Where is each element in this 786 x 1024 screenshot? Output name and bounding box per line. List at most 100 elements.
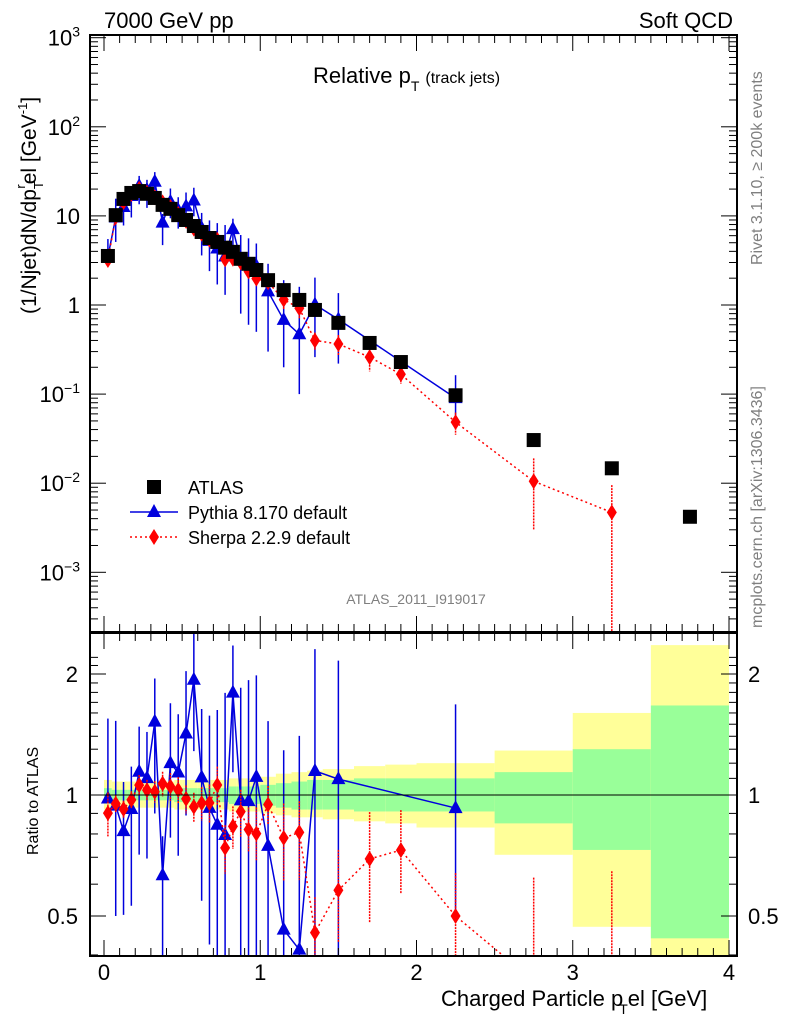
data-point — [292, 326, 307, 340]
ratio-point — [157, 775, 168, 792]
ratio-point — [171, 764, 186, 778]
ratio-panel — [100, 633, 613, 956]
y-tick-label: 1 — [68, 293, 80, 318]
data-point — [220, 251, 231, 268]
data-point-atlas — [604, 461, 619, 476]
x-tick-label: 0 — [98, 960, 110, 985]
band-stat — [650, 705, 729, 939]
uncertainty-bands — [104, 645, 729, 956]
title-main: Relative p — [313, 63, 411, 88]
ratio-point — [163, 755, 178, 769]
band-stat — [572, 749, 651, 850]
legend-marker — [149, 529, 159, 545]
ratio-point — [235, 803, 246, 820]
ratio-point — [204, 794, 215, 811]
ratio-point — [147, 713, 162, 727]
ratio-point — [333, 882, 344, 899]
ratio-point — [241, 793, 256, 807]
ratio-point — [218, 826, 233, 840]
rivet-label: Rivet 3.1.10, ≥ 200k events — [749, 71, 766, 265]
y-tick-label: 10 — [56, 204, 80, 229]
data-point-atlas — [292, 292, 307, 307]
y-tick-label: 102 — [48, 113, 80, 140]
ratio-point — [261, 837, 276, 851]
x-axis-label: Charged Particle pTel [GeV] — [441, 986, 707, 1017]
ratio-point — [118, 801, 129, 818]
data-point-atlas — [448, 388, 463, 403]
legend-marker — [147, 504, 161, 517]
ratio-point — [395, 842, 406, 859]
y-tick-label: 103 — [48, 24, 80, 51]
ratio-point — [179, 725, 194, 739]
ratio-y-tick-label-left: 1 — [66, 783, 78, 808]
ratio-point — [102, 805, 113, 822]
ratio-point — [126, 791, 137, 808]
ratio-point — [186, 671, 201, 685]
data-point — [606, 504, 617, 521]
ratio-point — [194, 769, 209, 783]
data-point — [528, 473, 539, 490]
ratio-point — [212, 777, 223, 794]
data-point-atlas — [307, 302, 322, 317]
data-point-atlas — [682, 509, 697, 524]
x-tick-label: 3 — [567, 960, 579, 985]
ratio-point — [364, 850, 375, 867]
legend-marker — [147, 480, 161, 494]
ratio-point — [139, 770, 154, 784]
ratio-point — [243, 821, 254, 838]
ratio-line-2 — [107, 782, 505, 956]
y-axis-label-main: (1/Njet)dN/dpTrel [GeV-1] — [13, 97, 46, 314]
legend-label: Pythia 8.170 default — [188, 503, 347, 523]
ratio-point — [141, 782, 152, 799]
data-point — [395, 366, 406, 383]
title-sub: T — [411, 78, 420, 94]
data-point-atlas — [393, 355, 408, 370]
x-tick-label: 2 — [410, 960, 422, 985]
data-point-atlas — [108, 208, 123, 223]
data-point — [450, 414, 461, 431]
ratio-point — [132, 763, 147, 777]
data-point — [147, 173, 162, 187]
x-tick-label: 4 — [723, 960, 735, 985]
ratio-point — [220, 839, 231, 856]
title-extra: (track jets) — [425, 70, 500, 87]
ratio-point — [165, 778, 176, 795]
band-stat — [494, 772, 573, 824]
y-tick-label: 10−2 — [40, 469, 81, 496]
ratio-point — [448, 800, 463, 814]
x-tick-label: 1 — [254, 960, 266, 985]
ratio-point — [188, 798, 199, 815]
data-point-atlas — [362, 335, 377, 350]
ratio-y-tick-label-right: 2 — [748, 662, 760, 687]
ratio-point — [134, 777, 145, 794]
ratio-point — [155, 867, 170, 881]
ratio-point — [309, 924, 320, 941]
series-line-2 — [107, 188, 613, 514]
data-point — [155, 214, 170, 228]
ratio-y-tick-label-right: 0.5 — [748, 904, 779, 929]
ratio-point — [294, 824, 305, 841]
ratio-point — [292, 941, 307, 955]
data-point-atlas — [331, 315, 346, 330]
header-left: 7000 GeV pp — [104, 8, 234, 33]
data-point — [364, 349, 375, 366]
data-point — [225, 221, 240, 235]
header-right: Soft QCD — [639, 8, 733, 33]
data-point-atlas — [261, 273, 276, 288]
data-point-atlas — [100, 248, 115, 263]
ratio-point — [196, 795, 207, 812]
analysis-id: ATLAS_2011_I919017 — [346, 591, 486, 607]
ratio-y-tick-label-left: 0.5 — [47, 904, 78, 929]
data-point — [186, 192, 201, 206]
data-point-atlas — [526, 433, 541, 448]
ratio-point — [251, 825, 262, 842]
mcplots-label: mcplots.cern.ch [arXiv:1306.3436] — [749, 386, 766, 628]
data-point-atlas — [276, 283, 291, 298]
ratio-point — [225, 684, 240, 698]
ratio-point — [173, 781, 184, 798]
ratio-y-tick-label-left: 2 — [66, 662, 78, 687]
ratio-point — [116, 823, 131, 837]
ratio-point — [227, 818, 238, 835]
